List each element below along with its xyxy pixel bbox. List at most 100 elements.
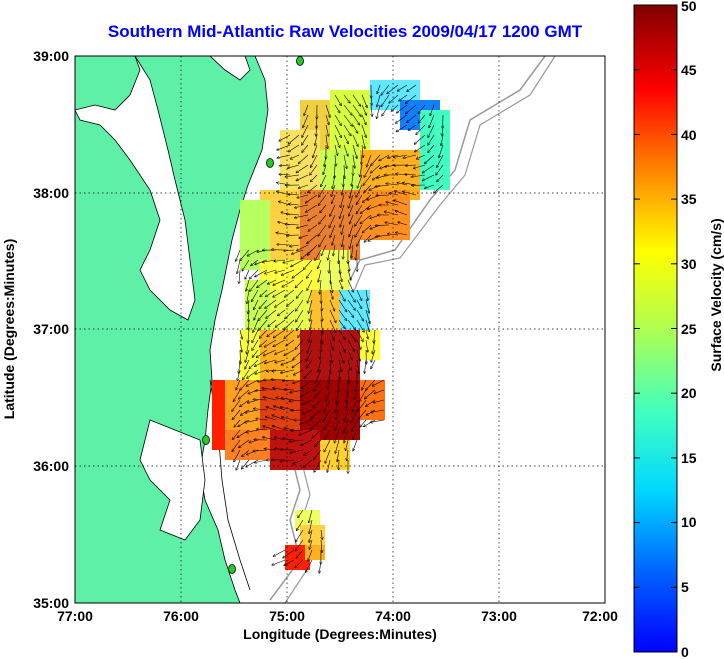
velocity-arrow (358, 409, 367, 419)
velocity-arrow (237, 369, 241, 380)
velocity-arrow (334, 114, 341, 126)
velocity-arrow (350, 184, 354, 198)
velocity-arrow (315, 249, 322, 260)
velocity-arrow (268, 279, 277, 284)
velocity-arrow (386, 184, 399, 186)
velocity-arrow (365, 309, 370, 323)
velocity-field (212, 80, 450, 573)
pamlico-sound (139, 419, 206, 541)
velocity-arrow (329, 329, 334, 340)
velocity-arrow (236, 249, 241, 261)
velocity-arrow (358, 399, 367, 411)
velocity-arrow (394, 200, 408, 206)
velocity-arrow (406, 165, 417, 166)
velocity-arrow (272, 559, 286, 565)
velocity-arrow (311, 409, 322, 419)
velocity-arrow (289, 204, 300, 205)
x-tick-label: 75:00 (269, 608, 305, 624)
velocity-arrow (300, 419, 313, 425)
velocity-arrow (346, 389, 349, 402)
x-axis: 77:00 76:00 75:00 74:00 73:00 72:00 Long… (57, 608, 618, 642)
velocity-arrow (338, 289, 345, 301)
x-tick-label: 74:00 (375, 608, 411, 624)
velocity-arrow (350, 234, 354, 249)
velocity-arrow (372, 379, 385, 386)
velocity-arrow (255, 269, 268, 277)
plot-border (74, 55, 606, 604)
velocity-arrow (283, 438, 295, 441)
velocity-arrow (436, 164, 444, 175)
velocity-arrow (353, 429, 358, 439)
velocity-arrow (340, 194, 345, 207)
velocity-arrow (415, 144, 426, 152)
velocity-arrow (298, 184, 309, 188)
velocity-arrow (352, 124, 358, 133)
velocity-arrow (414, 134, 426, 144)
velocity-arrow (290, 245, 300, 246)
velocity-arrow (357, 234, 363, 246)
velocity-arrow (321, 244, 327, 255)
velocity-arrow (335, 399, 340, 412)
velocity-arrow (376, 174, 390, 178)
velocity-arrow (365, 299, 369, 313)
velocity-arrow (264, 339, 277, 347)
velocity-arrow (371, 154, 381, 165)
velocity-arrow (307, 234, 318, 243)
velocity-arrow (360, 419, 367, 427)
velocity-arrow (295, 204, 309, 208)
velocity-arrow (285, 174, 300, 177)
velocity-arrow (324, 154, 327, 166)
velocity-arrow (381, 84, 390, 95)
velocity-arrow (355, 224, 363, 237)
velocity-arrow (356, 299, 362, 309)
velocity-arrow (255, 390, 268, 391)
velocity-cell (212, 380, 225, 450)
velocity-arrow (347, 359, 351, 370)
colorbar-tick-label: 30 (681, 256, 697, 272)
velocity-arrow (352, 94, 361, 106)
velocity-arrow (238, 419, 250, 427)
velocity-arrow (316, 114, 317, 128)
velocity-arrow (334, 164, 335, 178)
velocity-arrow (306, 194, 318, 203)
velocity-arrow (307, 339, 313, 353)
velocity-arrow (245, 409, 259, 413)
velocity-arrow (336, 389, 340, 404)
velocity-arrow (242, 449, 250, 457)
velocity-arrow (361, 124, 366, 137)
velocity-arrow (343, 114, 352, 126)
velocity-arrow (281, 269, 295, 275)
velocity-arrow (252, 349, 259, 357)
velocity-arrow (357, 174, 363, 188)
velocity-arrow (325, 429, 331, 439)
velocity-arrow (281, 398, 295, 401)
velocity-arrow (258, 309, 268, 321)
chesapeake-bay (75, 56, 196, 321)
velocity-arrow (323, 164, 327, 174)
velocity-arrow (265, 299, 277, 308)
velocity-arrow (266, 309, 277, 318)
velocity-arrow (240, 379, 250, 390)
velocity-arrow (279, 174, 291, 175)
colorbar-gradient (633, 4, 678, 653)
velocity-arrow (321, 174, 327, 187)
velocity-arrow (307, 269, 313, 278)
velocity-arrow (354, 389, 358, 399)
y-tick-label: 38:00 (33, 185, 69, 201)
delaware-bay (209, 56, 251, 81)
velocity-arrow (335, 419, 340, 430)
velocity-arrow (310, 309, 313, 321)
colorbar-tick-label: 10 (681, 514, 697, 530)
velocity-arrow (299, 429, 313, 435)
velocity-arrow (347, 369, 349, 383)
velocity-arrow (300, 389, 313, 397)
velocity-arrow (265, 417, 277, 421)
velocity-arrow (318, 194, 327, 205)
velocity-arrow (371, 164, 381, 173)
velocity-arrow (318, 269, 322, 282)
velocity-arrow (349, 224, 354, 237)
velocity-arrow (236, 459, 241, 470)
velocity-arrow (356, 349, 360, 361)
velocity-arrow (347, 449, 348, 461)
velocity-arrow (434, 184, 444, 193)
